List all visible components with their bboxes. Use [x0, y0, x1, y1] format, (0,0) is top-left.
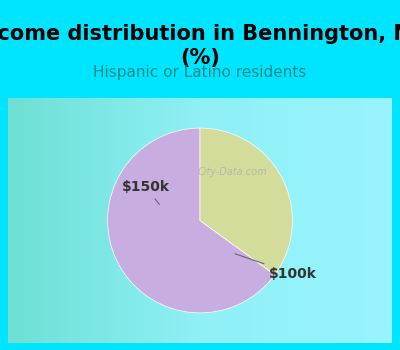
- Text: $150k: $150k: [122, 180, 170, 204]
- Text: Income distribution in Bennington, NE
(%): Income distribution in Bennington, NE (%…: [0, 25, 400, 68]
- Wedge shape: [200, 128, 292, 275]
- Wedge shape: [108, 128, 275, 313]
- Text: City-Data.com: City-Data.com: [198, 167, 267, 177]
- Text: $100k: $100k: [235, 254, 317, 281]
- Text: Hispanic or Latino residents: Hispanic or Latino residents: [93, 65, 307, 80]
